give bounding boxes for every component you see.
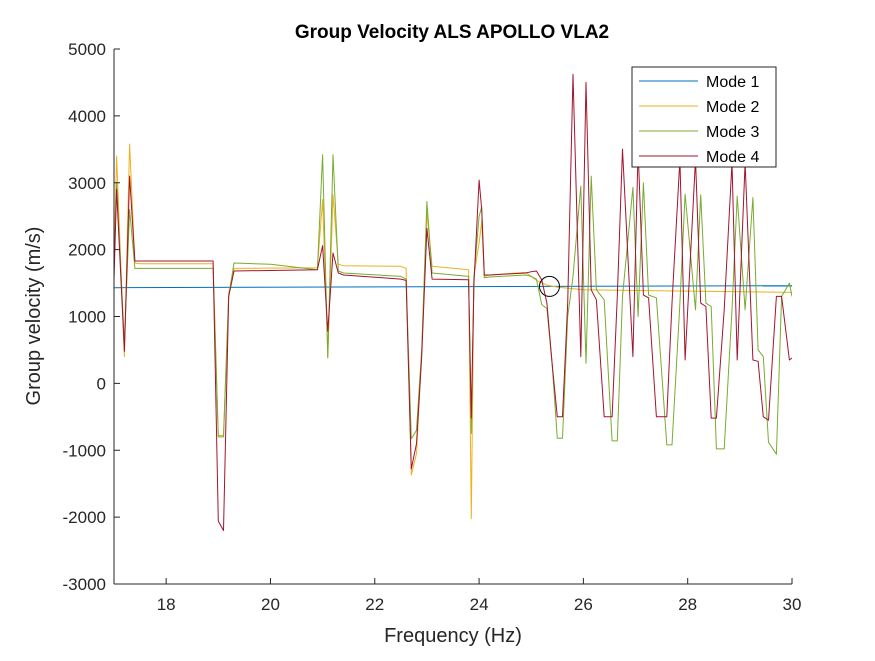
x-ticks: 18 20 22 24 26 28 30	[157, 578, 802, 614]
x-axis-label: Frequency (Hz)	[384, 625, 522, 647]
y-tick-label: 3000	[68, 174, 106, 193]
x-tick-label: 24	[470, 595, 489, 614]
x-tick-label: 18	[157, 595, 176, 614]
series-line-mode-3	[114, 154, 792, 455]
y-ticks: -3000 -2000 -1000 0 1000 2000 3000 4000 5000	[63, 40, 120, 594]
x-tick-label: 22	[365, 595, 384, 614]
legend: Mode 1 Mode 2 Mode 3 Mode 4	[631, 66, 777, 168]
y-tick-label: -3000	[63, 575, 106, 594]
chart-title: Group Velocity ALS APOLLO VLA2	[295, 22, 609, 43]
legend-items: Mode 1 Mode 2 Mode 3 Mode 4	[639, 74, 759, 166]
y-tick-label: 5000	[68, 40, 106, 59]
x-tick-label: 28	[678, 595, 697, 614]
legend-box	[631, 66, 777, 168]
x-tick-label: 20	[261, 595, 280, 614]
y-tick-label: -1000	[63, 441, 106, 460]
x-tick-label: 30	[783, 595, 802, 614]
series-line-mode-4	[114, 73, 792, 531]
axes: 18 20 22 24 26 28 30 -3000 -2000 -1000 0 1000 2000 3…	[63, 40, 802, 614]
y-axis-label: Group velocity (m/s)	[23, 227, 45, 406]
series-line-mode-1	[114, 285, 792, 289]
legend-label-mode-2: Mode 2	[706, 99, 759, 116]
x-tick-label: 26	[574, 595, 593, 614]
legend-label-mode-1: Mode 1	[706, 74, 759, 91]
y-tick-label: 2000	[68, 241, 106, 260]
y-tick-label: 0	[97, 374, 106, 393]
legend-label-mode-4: Mode 4	[706, 149, 759, 166]
series-layer	[114, 73, 792, 531]
legend-label-mode-3: Mode 3	[706, 124, 759, 141]
y-tick-label: 1000	[68, 308, 106, 327]
annotation-circle	[538, 275, 560, 297]
y-tick-label: -2000	[63, 508, 106, 527]
y-tick-label: 4000	[68, 107, 106, 126]
